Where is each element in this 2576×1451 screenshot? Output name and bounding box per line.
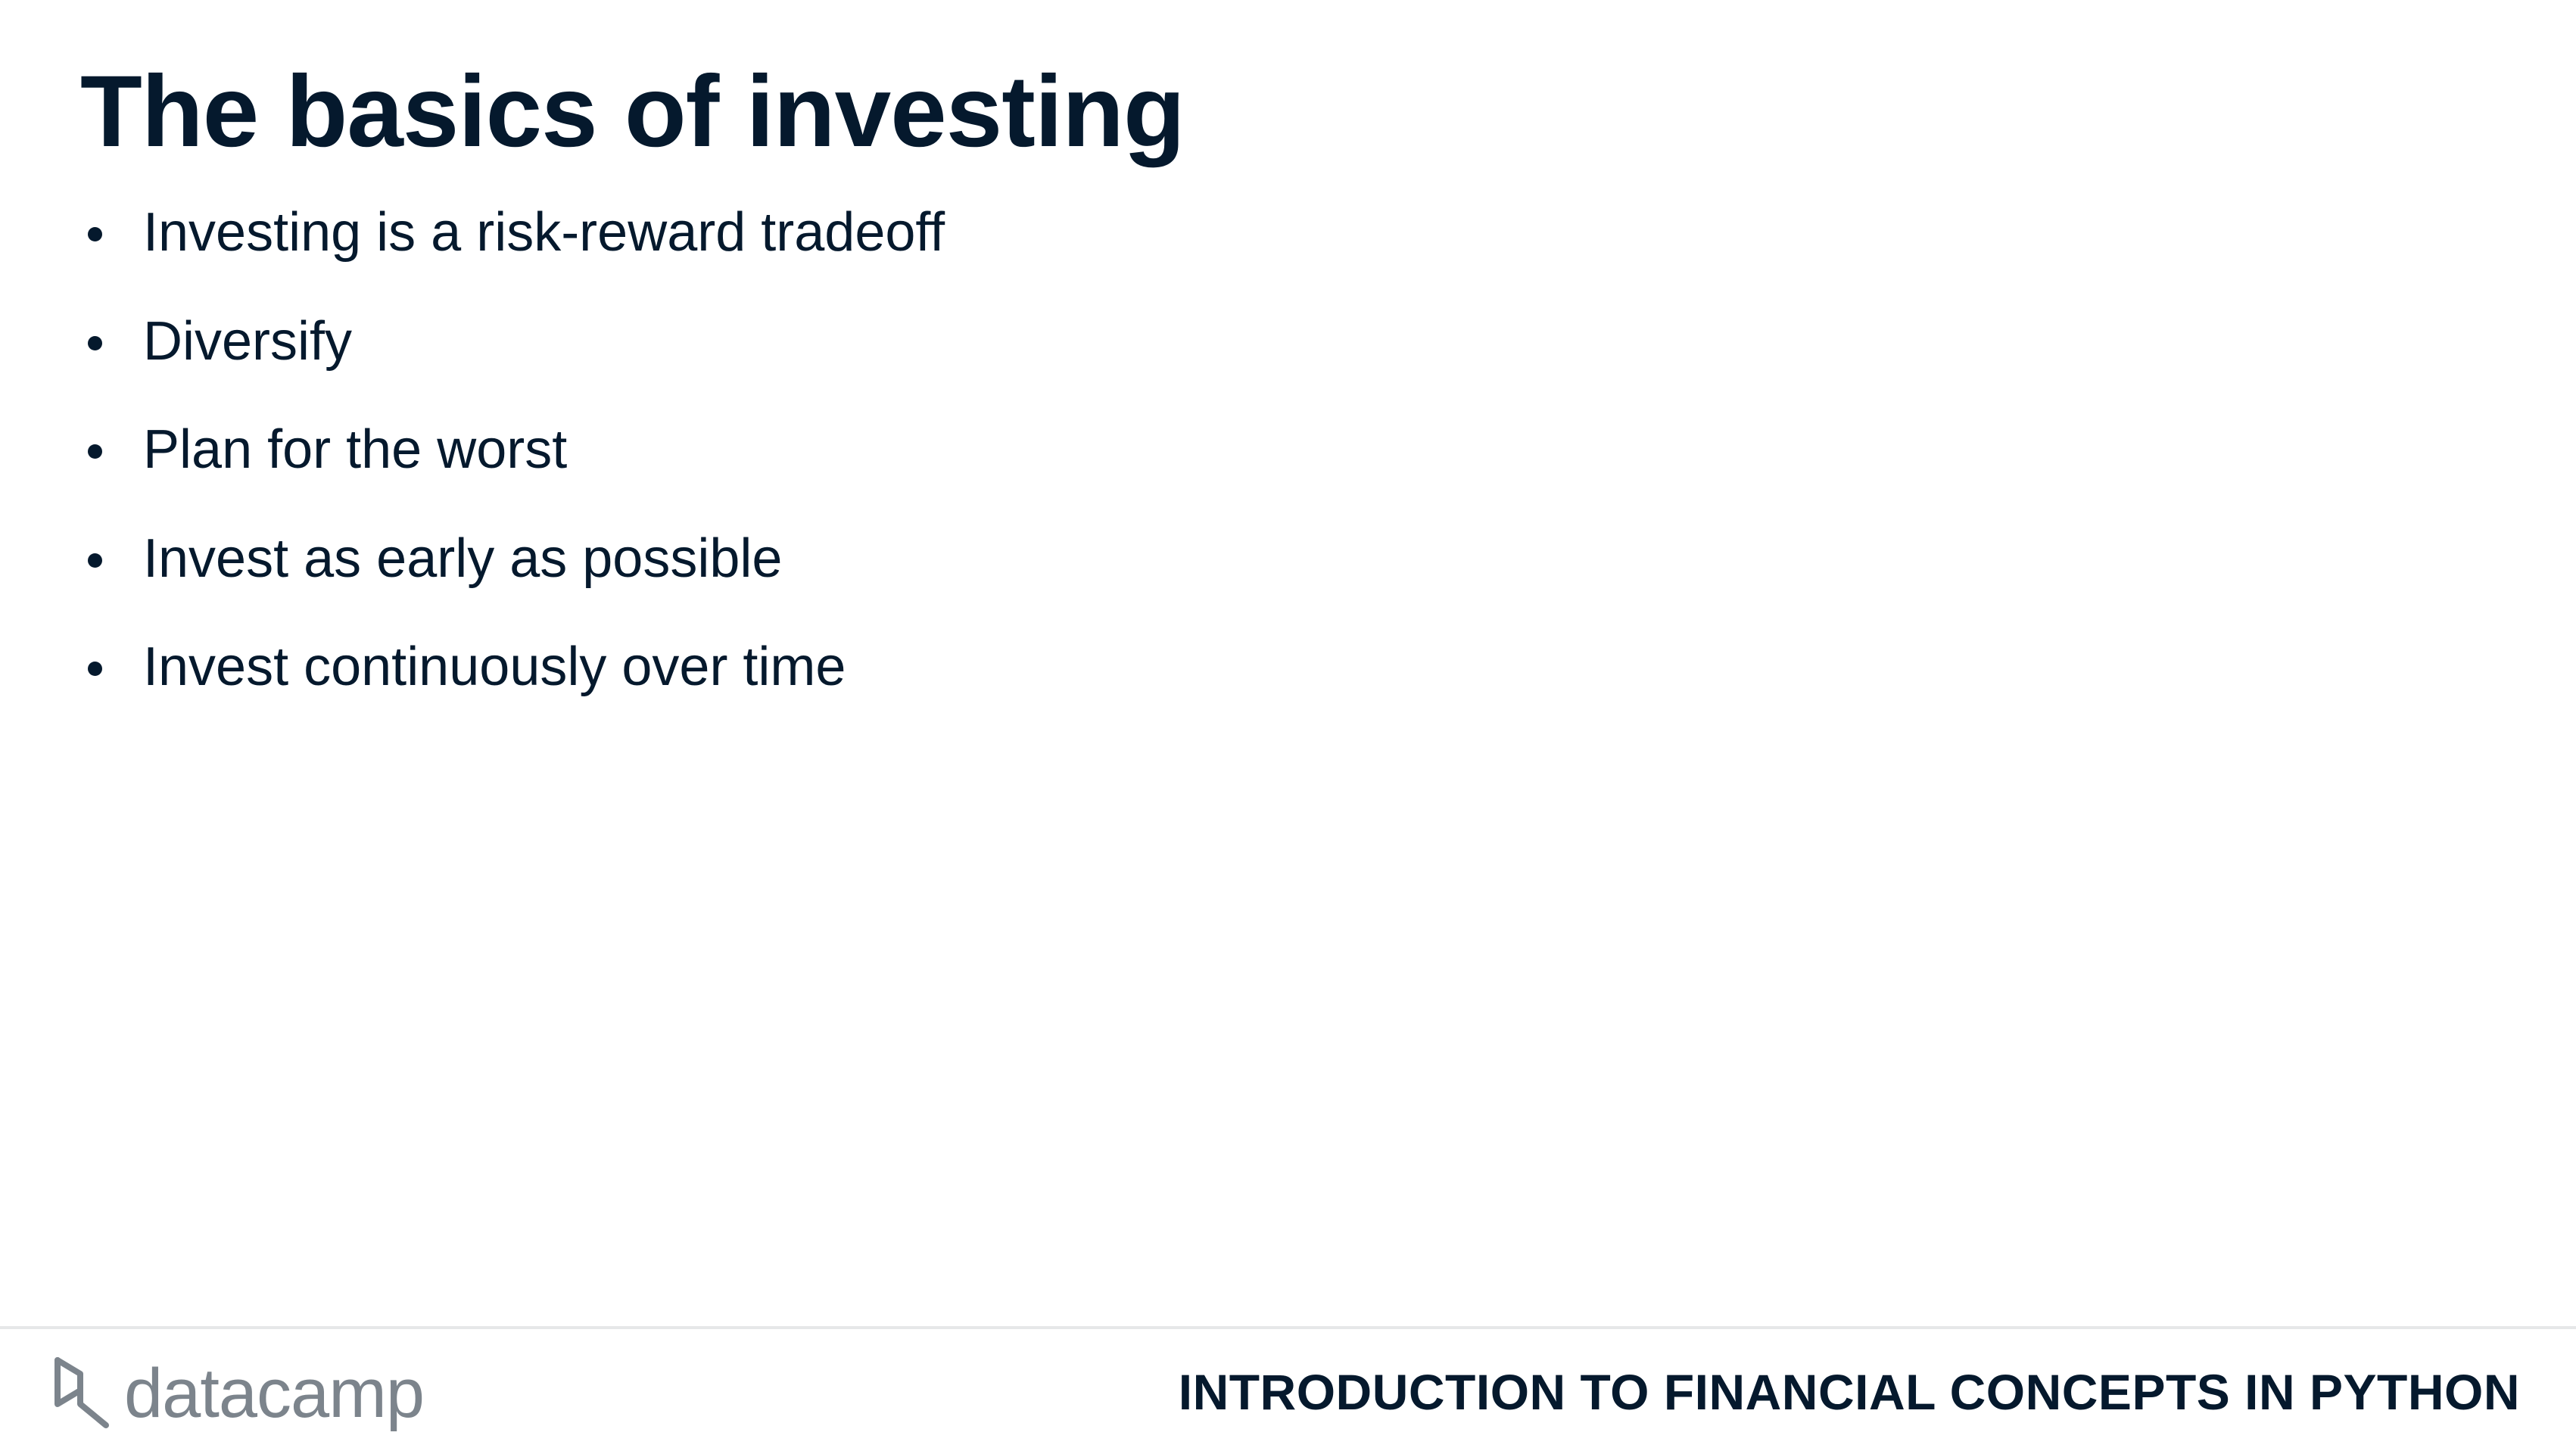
bullet-dot-icon bbox=[88, 553, 102, 568]
bullet-text: Invest continuously over time bbox=[143, 637, 846, 697]
slide-title: The basics of investing bbox=[80, 55, 1185, 168]
bullet-text: Invest as early as possible bbox=[143, 528, 783, 589]
datacamp-logo-icon bbox=[55, 1357, 109, 1428]
bullet-dot-icon bbox=[88, 227, 102, 241]
bullet-list: Investing is a risk-reward tradeoff Dive… bbox=[80, 188, 945, 731]
bullet-dot-icon bbox=[88, 335, 102, 350]
logo-text: datacamp bbox=[124, 1355, 425, 1432]
bullet-text: Diversify bbox=[143, 310, 353, 372]
bullet-item: Invest as early as possible bbox=[80, 514, 945, 623]
bullet-dot-icon bbox=[88, 662, 102, 676]
bullet-dot-icon bbox=[88, 444, 102, 459]
bullet-item: Invest continuously over time bbox=[80, 622, 945, 731]
bullet-item: Investing is a risk-reward tradeoff bbox=[80, 188, 945, 297]
datacamp-logo: datacamp bbox=[53, 1352, 425, 1435]
bullet-item: Plan for the worst bbox=[80, 405, 945, 514]
course-title: INTRODUCTION TO FINANCIAL CONCEPTS IN PY… bbox=[1178, 1364, 2520, 1420]
bullet-item: Diversify bbox=[80, 297, 945, 406]
bullet-text: Investing is a risk-reward tradeoff bbox=[143, 202, 945, 263]
bullet-text: Plan for the worst bbox=[143, 419, 568, 480]
slide-footer: datacamp INTRODUCTION TO FINANCIAL CONCE… bbox=[0, 1326, 2576, 1451]
